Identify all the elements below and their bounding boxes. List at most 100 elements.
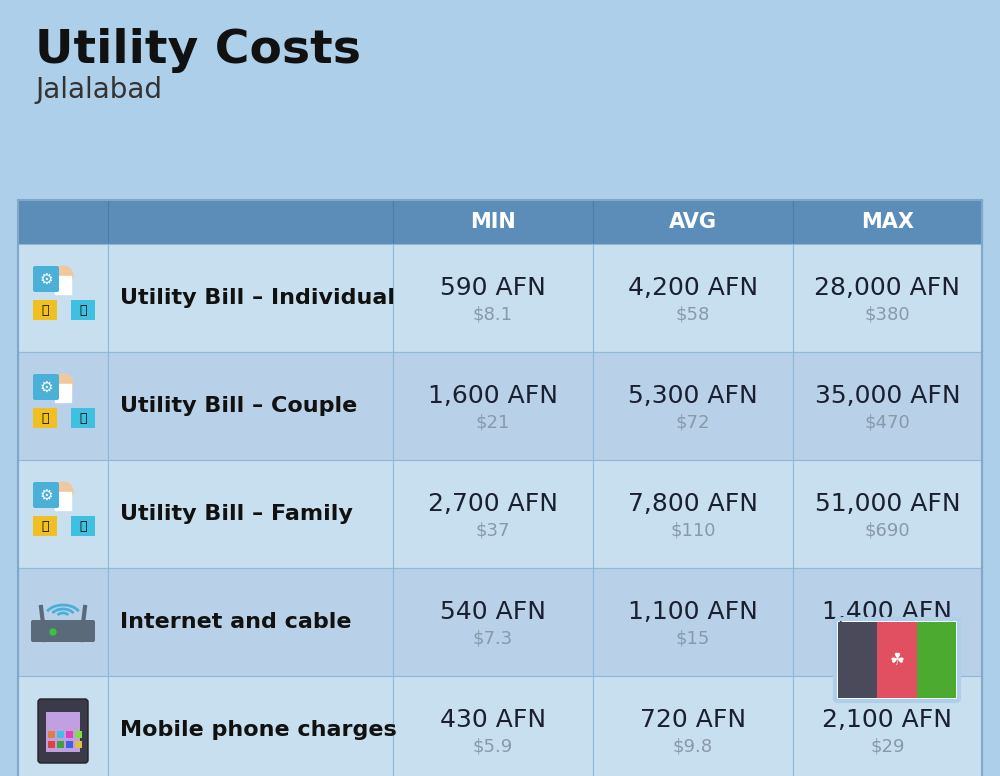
Bar bbox=[71, 516, 95, 536]
Bar bbox=[793, 200, 982, 244]
Bar bbox=[593, 568, 793, 676]
Text: 7,800 AFN: 7,800 AFN bbox=[628, 492, 758, 516]
Text: 35,000 AFN: 35,000 AFN bbox=[815, 384, 960, 408]
Bar bbox=[393, 676, 593, 776]
Text: $29: $29 bbox=[870, 737, 905, 755]
Bar bbox=[593, 352, 793, 460]
Bar bbox=[18, 244, 108, 352]
Text: $690: $690 bbox=[865, 521, 910, 539]
Text: ⚙: ⚙ bbox=[39, 487, 53, 503]
Bar bbox=[593, 200, 793, 244]
FancyBboxPatch shape bbox=[835, 619, 959, 701]
Bar bbox=[18, 200, 982, 776]
Bar bbox=[48, 731, 55, 738]
Bar bbox=[55, 492, 71, 510]
Bar bbox=[33, 516, 57, 536]
Bar bbox=[66, 741, 73, 748]
FancyBboxPatch shape bbox=[31, 620, 95, 642]
Text: Internet and cable: Internet and cable bbox=[120, 612, 352, 632]
Bar bbox=[393, 200, 593, 244]
Bar bbox=[57, 731, 64, 738]
Text: $58: $58 bbox=[676, 305, 710, 323]
Text: AVG: AVG bbox=[669, 212, 717, 232]
Bar bbox=[917, 622, 956, 698]
Bar bbox=[877, 622, 917, 698]
Text: Utility Bill – Couple: Utility Bill – Couple bbox=[120, 396, 357, 416]
Text: $110: $110 bbox=[670, 521, 716, 539]
Circle shape bbox=[53, 482, 73, 502]
Bar bbox=[108, 244, 393, 352]
Bar bbox=[55, 384, 71, 402]
Bar bbox=[793, 244, 982, 352]
Text: 430 AFN: 430 AFN bbox=[440, 708, 546, 732]
Bar bbox=[55, 276, 71, 294]
Text: $380: $380 bbox=[865, 305, 910, 323]
Bar bbox=[18, 568, 108, 676]
Text: $9.8: $9.8 bbox=[673, 737, 713, 755]
FancyBboxPatch shape bbox=[33, 266, 59, 292]
Text: $20: $20 bbox=[870, 629, 905, 647]
Text: $72: $72 bbox=[676, 413, 710, 431]
Text: 590 AFN: 590 AFN bbox=[440, 276, 546, 300]
Text: $37: $37 bbox=[476, 521, 510, 539]
Bar bbox=[793, 352, 982, 460]
Text: 1,600 AFN: 1,600 AFN bbox=[428, 384, 558, 408]
Bar bbox=[57, 741, 64, 748]
Bar bbox=[838, 622, 877, 698]
FancyBboxPatch shape bbox=[33, 374, 59, 400]
Text: 1,100 AFN: 1,100 AFN bbox=[628, 600, 758, 624]
Text: Utility Bill – Individual: Utility Bill – Individual bbox=[120, 288, 395, 308]
Text: $5.9: $5.9 bbox=[473, 737, 513, 755]
Text: 🔌: 🔌 bbox=[41, 303, 49, 317]
Text: ⚙: ⚙ bbox=[39, 272, 53, 286]
Bar bbox=[48, 741, 55, 748]
Text: $7.3: $7.3 bbox=[473, 629, 513, 647]
Bar bbox=[33, 408, 57, 428]
Text: 28,000 AFN: 28,000 AFN bbox=[814, 276, 960, 300]
Bar bbox=[793, 676, 982, 776]
Bar bbox=[593, 676, 793, 776]
Text: 4,200 AFN: 4,200 AFN bbox=[628, 276, 758, 300]
Bar bbox=[108, 460, 393, 568]
Text: $470: $470 bbox=[865, 413, 910, 431]
Text: Jalalabad: Jalalabad bbox=[35, 76, 162, 104]
Bar bbox=[593, 460, 793, 568]
Text: 2,700 AFN: 2,700 AFN bbox=[428, 492, 558, 516]
Text: ☘: ☘ bbox=[890, 651, 904, 669]
Bar bbox=[108, 676, 393, 776]
Bar bbox=[593, 244, 793, 352]
Bar bbox=[18, 460, 108, 568]
Bar bbox=[793, 460, 982, 568]
Bar bbox=[108, 568, 393, 676]
Bar bbox=[33, 300, 57, 320]
Text: 🚿: 🚿 bbox=[79, 411, 87, 424]
Circle shape bbox=[53, 374, 73, 394]
Circle shape bbox=[50, 629, 56, 635]
Text: 5,300 AFN: 5,300 AFN bbox=[628, 384, 758, 408]
Bar bbox=[75, 731, 82, 738]
Text: $21: $21 bbox=[476, 413, 510, 431]
Text: Utility Bill – Family: Utility Bill – Family bbox=[120, 504, 353, 524]
Text: MIN: MIN bbox=[470, 212, 516, 232]
Bar bbox=[108, 200, 393, 244]
Text: $8.1: $8.1 bbox=[473, 305, 513, 323]
Bar bbox=[75, 741, 82, 748]
Bar bbox=[18, 676, 108, 776]
Bar bbox=[393, 568, 593, 676]
Bar bbox=[393, 352, 593, 460]
Text: 51,000 AFN: 51,000 AFN bbox=[815, 492, 960, 516]
Bar bbox=[108, 352, 393, 460]
Text: ⚙: ⚙ bbox=[39, 379, 53, 394]
Text: 540 AFN: 540 AFN bbox=[440, 600, 546, 624]
FancyBboxPatch shape bbox=[38, 699, 88, 763]
Bar bbox=[793, 568, 982, 676]
Bar bbox=[66, 731, 73, 738]
Text: 🚿: 🚿 bbox=[79, 303, 87, 317]
Bar bbox=[46, 712, 80, 752]
Bar bbox=[18, 352, 108, 460]
Bar bbox=[18, 200, 108, 244]
Text: 🚿: 🚿 bbox=[79, 519, 87, 532]
Bar bbox=[393, 460, 593, 568]
Bar bbox=[393, 244, 593, 352]
Text: 2,100 AFN: 2,100 AFN bbox=[822, 708, 952, 732]
